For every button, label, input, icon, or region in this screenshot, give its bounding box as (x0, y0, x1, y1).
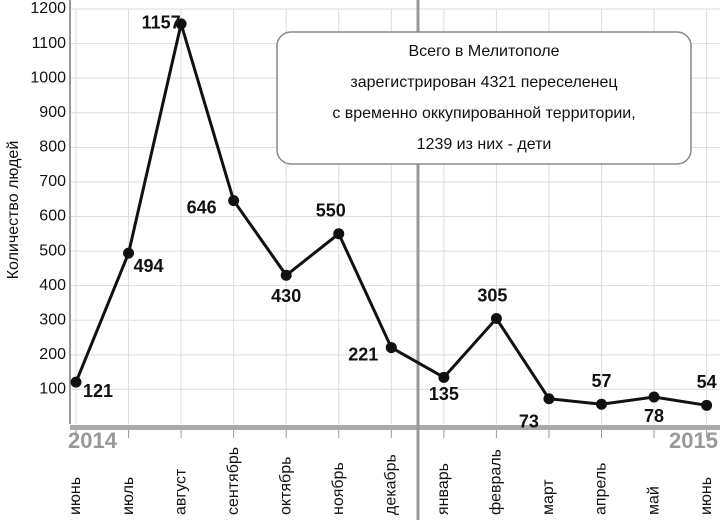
value-label: 73 (519, 412, 539, 432)
point (543, 393, 555, 405)
value-label: 54 (697, 372, 717, 392)
y-tick-label: 500 (39, 242, 66, 259)
point (648, 391, 660, 403)
x-tick-label: июнь (67, 477, 84, 515)
value-label: 221 (348, 344, 378, 364)
point (70, 376, 82, 388)
point (280, 269, 292, 281)
y-axis-label: Количество людей (5, 141, 22, 280)
point (333, 228, 345, 240)
point (701, 399, 713, 411)
x-tick-label: август (172, 468, 189, 515)
point (123, 247, 135, 259)
x-axis-band (70, 425, 720, 430)
y-tick-label: 200 (39, 346, 66, 363)
y-tick-label: 1000 (30, 69, 66, 86)
value-label: 78 (644, 406, 664, 426)
y-tick-label: 600 (39, 208, 66, 225)
y-tick-label: 400 (39, 277, 66, 294)
point (385, 342, 397, 354)
value-label: 57 (591, 371, 611, 391)
value-label: 135 (429, 384, 459, 404)
annotation-line: зарегистрирован 4321 переселенец (350, 74, 617, 91)
y-tick-label: 1200 (30, 0, 66, 17)
annotation-line: с временно оккупированной территории, (332, 105, 635, 122)
x-tick-label: февраль (488, 449, 505, 515)
x-tick-label: январь (435, 463, 452, 515)
x-tick-label: сентябрь (225, 447, 242, 515)
y-tick-label: 900 (39, 104, 66, 121)
y-tick-label: 300 (39, 311, 66, 328)
annotation-box (276, 31, 692, 165)
year-label: 2015 (669, 428, 718, 453)
point (228, 195, 240, 207)
value-label: 494 (134, 256, 164, 276)
x-tick-label: июнь (698, 477, 715, 515)
point (490, 313, 502, 325)
point (596, 398, 607, 410)
point (438, 371, 450, 383)
value-label: 646 (187, 197, 217, 217)
annotation-line: Всего в Мелитополе (409, 43, 560, 60)
annotation-line: 1239 из них - дети (417, 136, 552, 153)
value-label: 430 (271, 286, 301, 306)
y-tick-label: 100 (39, 381, 66, 398)
value-label: 1157 (142, 13, 181, 33)
x-tick-label: апрель (593, 463, 610, 516)
x-tick-label: октябрь (277, 457, 294, 515)
x-tick-label: июль (120, 477, 137, 515)
year-label: 2014 (68, 428, 118, 453)
y-tick-label: 700 (39, 173, 66, 190)
x-tick-label: ноябрь (330, 462, 347, 515)
x-tick-label: декабрь (383, 454, 400, 515)
value-label: 305 (477, 285, 507, 305)
y-tick-label: 1100 (32, 35, 67, 52)
value-label: 550 (316, 201, 346, 221)
x-tick-label: май (645, 486, 662, 515)
x-tick-label: март (540, 479, 557, 515)
point (175, 18, 187, 30)
value-label: 121 (83, 381, 113, 401)
y-tick-label: 800 (39, 139, 66, 156)
